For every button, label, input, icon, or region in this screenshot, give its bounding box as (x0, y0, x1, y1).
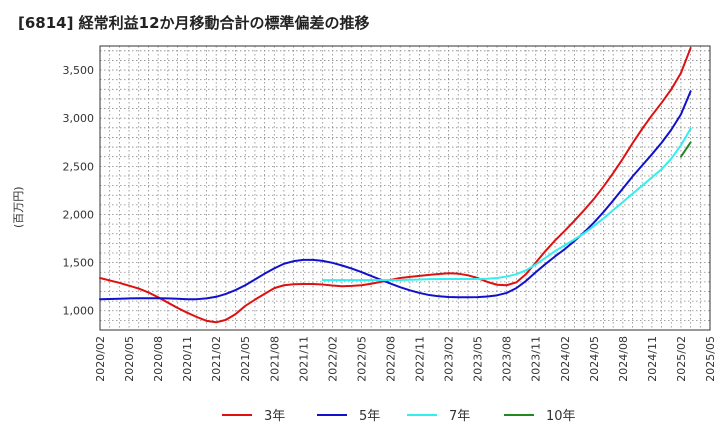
series-line-3年 (99, 46, 692, 324)
x-tick-label: 2020/08 (152, 336, 165, 382)
legend: 3年 5年 7年 10年 (222, 409, 576, 424)
legend-label: 10年 (546, 409, 576, 424)
x-tick-label: 2025/02 (675, 336, 688, 382)
series-line-7年 (321, 127, 692, 282)
x-axis-ticks: 2020/02 2020/05 2020/08 2020/11 2021/02 2021/… (94, 336, 717, 382)
x-tick-label: 2022/11 (414, 336, 427, 382)
series-line-5年 (99, 90, 692, 301)
legend-label: 3年 (264, 409, 285, 424)
x-tick-label: 2023/02 (443, 336, 456, 382)
x-tick-label: 2022/08 (384, 336, 397, 382)
x-tick-label: 2022/02 (326, 336, 339, 382)
x-tick-label: 2024/11 (646, 336, 659, 382)
legend-label: 7年 (449, 409, 470, 424)
x-tick-label: 2021/05 (239, 336, 252, 382)
x-tick-label: 2023/11 (530, 336, 543, 382)
y-tick-label: 3,500 (63, 64, 95, 77)
y-tick-label: 3,000 (63, 112, 95, 125)
y-tick-label: 2,000 (63, 208, 95, 221)
x-tick-label: 2023/05 (472, 336, 485, 382)
plot-frame (99, 45, 711, 331)
x-tick-label: 2021/11 (297, 336, 310, 382)
y-tick-label: 2,500 (63, 160, 95, 173)
x-tick-label: 2023/08 (501, 336, 514, 382)
series-lines (99, 46, 692, 324)
x-tick-label: 2020/11 (181, 336, 194, 382)
series-line-10年 (679, 141, 692, 158)
grid-lines (100, 46, 710, 330)
chart-title: [6814] 経常利益12か月移動合計の標準偏差の推移 (18, 14, 370, 32)
x-tick-label: 2024/05 (588, 336, 601, 382)
y-tick-label: 1,500 (63, 257, 95, 270)
x-tick-label: 2022/05 (355, 336, 368, 382)
x-tick-label: 2021/08 (268, 336, 281, 382)
y-tick-label: 1,000 (63, 305, 95, 318)
x-tick-label: 2025/05 (704, 336, 717, 382)
y-axis-ticks: 1,000 1,500 2,000 2,500 3,000 3,500 (63, 64, 95, 318)
x-tick-label: 2020/05 (123, 336, 136, 382)
x-tick-label: 2020/02 (94, 336, 107, 382)
x-tick-label: 2021/02 (210, 336, 223, 382)
legend-label: 5年 (359, 409, 380, 424)
x-tick-label: 2024/08 (617, 336, 630, 382)
x-tick-label: 2024/02 (559, 336, 572, 382)
